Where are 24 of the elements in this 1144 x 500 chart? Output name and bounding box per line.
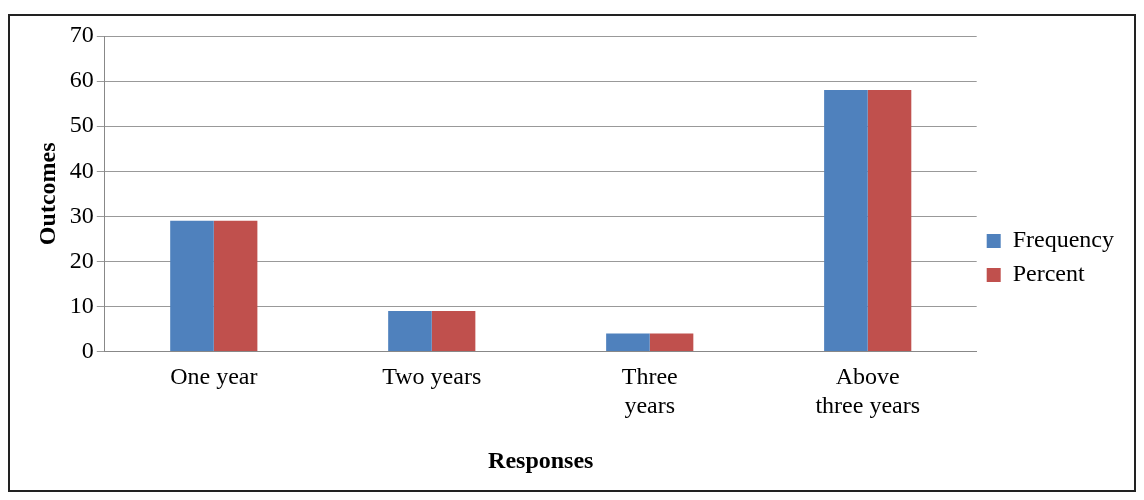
- y-tick-label: 60: [69, 66, 94, 93]
- bar: [606, 333, 650, 352]
- y-axis-title: Outcomes: [33, 142, 60, 246]
- y-tick-label: 50: [69, 111, 94, 138]
- x-tick-label: Three years: [621, 363, 678, 419]
- y-tick-label: 20: [69, 246, 94, 273]
- y-tick-label: 0: [81, 336, 94, 363]
- bar: [824, 90, 868, 352]
- x-tick-label: One year: [170, 363, 258, 390]
- y-tick-label: 10: [69, 291, 94, 318]
- bar: [431, 311, 476, 352]
- bar: [388, 311, 432, 352]
- bar: [867, 90, 912, 352]
- bar: [649, 333, 694, 352]
- x-tick-label: Above three years: [815, 363, 921, 419]
- y-tick-label: 40: [69, 156, 94, 183]
- x-tick-label: Two years: [382, 363, 482, 390]
- legend-label: Frequency: [1012, 226, 1114, 253]
- bar: [213, 220, 258, 352]
- x-axis-title: Responses: [488, 446, 594, 473]
- bar: [170, 220, 214, 352]
- y-tick-label: 30: [69, 201, 94, 228]
- legend-label: Percent: [1012, 260, 1085, 287]
- y-tick-label: 70: [69, 21, 94, 48]
